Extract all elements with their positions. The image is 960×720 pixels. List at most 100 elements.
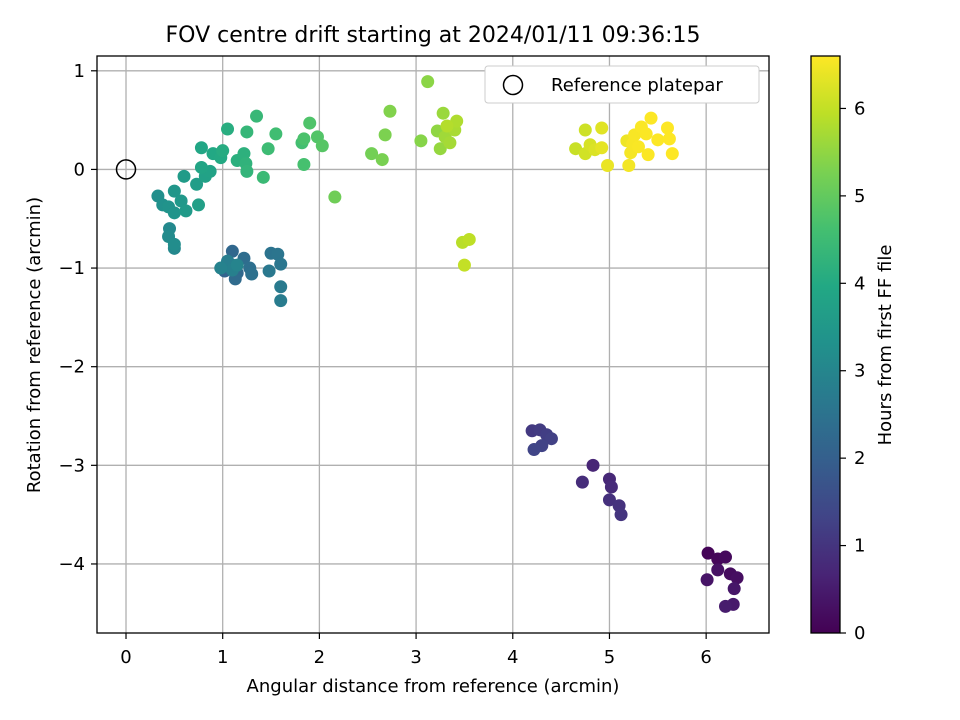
data-point [225, 244, 239, 258]
data-point [192, 198, 206, 212]
colorbar-tick-label: 0 [854, 623, 865, 644]
data-point [274, 257, 288, 271]
x-axis-label: Angular distance from reference (arcmin) [247, 676, 620, 697]
data-point [256, 170, 270, 184]
colorbar-tick-label: 1 [854, 536, 865, 557]
data-point [644, 111, 658, 125]
data-point [365, 147, 379, 161]
legend-box [484, 65, 760, 104]
data-point [578, 123, 592, 137]
data-point [544, 432, 558, 446]
data-point [194, 160, 208, 174]
data-point [269, 127, 283, 141]
data-point [718, 550, 732, 564]
data-point [214, 261, 228, 275]
data-point [297, 132, 311, 146]
data-point [383, 104, 397, 118]
data-point [190, 177, 204, 191]
data-point [414, 134, 428, 148]
data-point [443, 136, 457, 150]
x-tick-label: 0 [120, 647, 131, 668]
colorbar-tick-label: 6 [854, 98, 865, 119]
data-point [622, 158, 636, 172]
reference-marker [115, 159, 137, 180]
data-point [450, 114, 464, 128]
y-tick-label: 1 [74, 61, 85, 82]
data-point [230, 258, 244, 272]
data-point [328, 190, 342, 204]
colorbar-tick-label: 5 [854, 186, 865, 207]
colorbar-ticks: 0 1 2 3 4 5 6 [840, 98, 865, 644]
plot-frame [96, 55, 770, 634]
legend-marker-icon [502, 74, 524, 96]
y-tick-label: −1 [58, 258, 85, 279]
data-point [718, 599, 732, 613]
data-point [174, 194, 188, 208]
data-point [595, 141, 609, 155]
data-point [662, 132, 676, 146]
y-tick-label: −4 [58, 554, 85, 575]
data-point [569, 142, 583, 156]
data-point [315, 139, 329, 153]
data-point [271, 247, 285, 261]
colorbar-gradient [811, 56, 840, 633]
reference-point [115, 159, 137, 180]
data-point [433, 142, 447, 156]
data-point [639, 127, 653, 141]
x-tick-label: 6 [700, 647, 711, 668]
data-point [575, 475, 589, 489]
x-tick-label: 4 [507, 647, 518, 668]
y-axis-label: Rotation from reference (arcmin) [24, 197, 45, 493]
data-point [245, 267, 259, 281]
data-point [631, 140, 645, 154]
data-point [194, 141, 208, 155]
data-point [375, 153, 389, 167]
data-point [274, 294, 288, 308]
data-point [240, 164, 254, 178]
colorbar-tick-label: 4 [854, 273, 865, 294]
data-point [665, 147, 679, 161]
data-point [297, 157, 311, 171]
data-point [595, 121, 609, 135]
data-point [177, 169, 191, 183]
data-point [303, 116, 317, 130]
colorbar-frame [810, 55, 841, 634]
legend: Reference platepar [484, 65, 760, 104]
x-axis-ticks: 0 1 2 3 4 5 6 [120, 633, 712, 668]
y-axis-ticks: 1 0 −1 −2 −3 −4 [58, 61, 97, 575]
data-point [261, 142, 275, 156]
data-point [614, 508, 628, 522]
data-point [457, 258, 471, 272]
x-tick-label: 2 [314, 647, 325, 668]
x-tick-label: 3 [410, 647, 421, 668]
chart-title: FOV centre drift starting at 2024/01/11 … [166, 23, 701, 48]
data-point [701, 546, 715, 560]
data-point [711, 563, 725, 577]
data-point [604, 480, 618, 494]
data-point [602, 493, 616, 507]
data-point [421, 75, 435, 89]
data-point [240, 125, 254, 139]
data-point [167, 237, 181, 251]
colorbar-tick-label: 3 [854, 361, 865, 382]
data-point [641, 148, 655, 162]
data-point [527, 443, 541, 457]
data-point [378, 128, 392, 142]
data-points [151, 75, 744, 613]
data-point [601, 158, 615, 172]
data-point [167, 184, 181, 198]
data-point [436, 106, 450, 120]
y-tick-label: −3 [58, 455, 85, 476]
data-point [727, 582, 741, 596]
y-tick-label: −2 [58, 357, 85, 378]
x-tick-label: 5 [604, 647, 615, 668]
data-point [237, 147, 251, 161]
legend-label: Reference platepar [551, 75, 723, 96]
data-point [167, 206, 181, 220]
data-point [462, 232, 476, 246]
data-point [262, 264, 276, 278]
y-tick-label: 0 [74, 159, 85, 180]
colorbar-label: Hours from first FF file [875, 245, 896, 446]
data-point [179, 204, 193, 218]
